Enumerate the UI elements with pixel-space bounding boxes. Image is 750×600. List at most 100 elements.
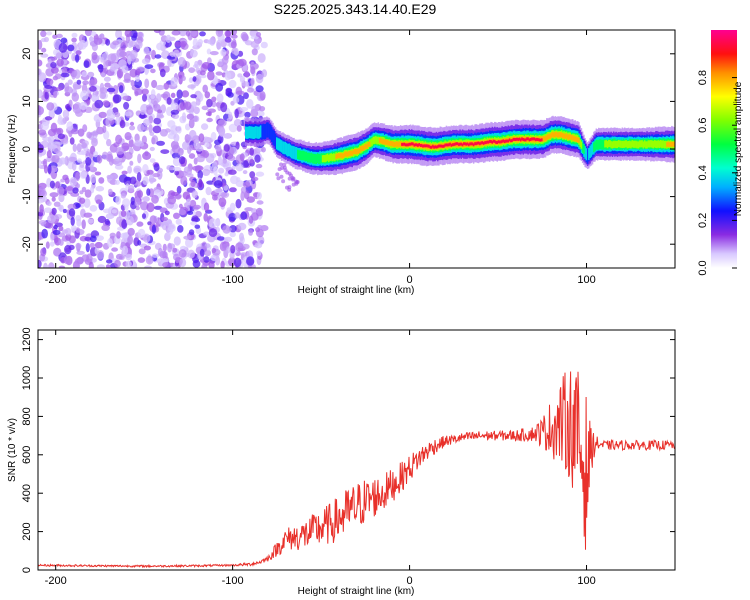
ridge-cell	[428, 144, 430, 148]
noise-blob	[234, 108, 239, 119]
ridge-cell	[619, 140, 621, 148]
noise-blob	[62, 174, 69, 181]
noise-blob	[223, 144, 230, 152]
tail-blob	[282, 165, 287, 170]
noise-blob	[75, 183, 81, 189]
ridge-cell	[549, 133, 552, 139]
ridge-cell	[258, 126, 261, 139]
noise-blob	[43, 158, 48, 168]
noise-blob	[108, 156, 114, 166]
signal-ridge	[245, 115, 675, 176]
noise-blob	[187, 249, 195, 259]
noise-blob	[128, 184, 135, 192]
ridge-cell	[636, 141, 638, 149]
noise-blob	[171, 144, 181, 154]
ridge-cell	[349, 150, 351, 156]
noise-blob	[104, 82, 111, 88]
ridge-cell	[356, 148, 358, 154]
noise-blob	[250, 77, 255, 86]
ridge-cell	[647, 140, 650, 148]
noise-blob	[230, 30, 237, 36]
noise-blob	[250, 66, 256, 75]
ridge-cell	[489, 139, 491, 143]
ridge-cell	[590, 144, 593, 157]
ridge-cell	[289, 144, 292, 158]
ridge-cell	[641, 140, 643, 148]
ridge-cell	[313, 153, 315, 164]
colorbar-tick-label: 0.8	[697, 70, 709, 85]
noise-blob	[188, 118, 195, 129]
noise-blob	[137, 153, 142, 164]
noise-blob	[136, 68, 141, 75]
noise-blob	[199, 248, 205, 257]
noise-blob	[134, 197, 141, 207]
noise-blob	[116, 231, 121, 239]
ridge-cell	[468, 143, 470, 147]
noise-blob	[154, 54, 162, 59]
spectrogram-ytick-label: -20	[21, 236, 33, 252]
ridge-cell	[251, 126, 253, 139]
noise-blob	[251, 48, 258, 56]
noise-blob	[113, 94, 122, 104]
ridge-cell	[454, 142, 456, 146]
noise-blob	[54, 73, 62, 80]
noise-blob	[127, 165, 132, 174]
noise-blob	[65, 104, 71, 110]
noise-blob	[87, 71, 95, 78]
ridge-cell	[599, 139, 601, 149]
noise-blob	[235, 242, 244, 252]
noise-blob	[81, 254, 90, 262]
noise-blob	[228, 79, 237, 89]
noise-blob	[81, 142, 87, 149]
noise-blob	[106, 111, 116, 121]
noise-blob	[107, 53, 117, 62]
ridge-cell	[443, 144, 445, 148]
noise-blob	[178, 74, 183, 85]
noise-blob	[100, 72, 106, 78]
ridge-cell	[272, 129, 274, 145]
noise-blob	[137, 240, 142, 246]
noise-blob	[87, 218, 94, 224]
noise-blob	[146, 50, 153, 56]
noise-blob	[199, 70, 206, 76]
noise-blob	[46, 150, 52, 159]
ridge-cell	[595, 139, 598, 150]
ridge-cell	[527, 137, 529, 141]
noise-blob	[71, 161, 77, 171]
noise-blob	[164, 128, 171, 133]
noise-blob	[180, 101, 186, 111]
noise-blob	[46, 102, 55, 111]
ridge-cell	[606, 141, 609, 149]
snr-ytick-label: 800	[21, 407, 33, 425]
ridge-cell	[546, 134, 548, 141]
noise-blob	[230, 244, 236, 254]
noise-blob	[58, 157, 67, 165]
ridge-cell	[547, 134, 549, 140]
ridge-cell	[354, 149, 356, 155]
colorbar: 0.0 0.2 0.4 0.6 0.8 Normalized spectral ampl…	[697, 30, 744, 276]
ridge-cell	[539, 138, 542, 142]
noise-blob	[179, 40, 187, 48]
noise-blob	[136, 221, 144, 227]
noise-blob	[115, 147, 125, 155]
noise-blob	[128, 40, 137, 48]
noise-blob	[156, 114, 165, 119]
noise-blob	[156, 140, 166, 146]
ridge-cell	[276, 137, 278, 150]
noise-blob	[226, 227, 232, 232]
noise-blob	[143, 126, 149, 131]
noise-blob	[118, 174, 128, 183]
ridge-cell	[534, 138, 537, 142]
noise-blob	[196, 155, 205, 163]
noise-blob	[202, 168, 211, 176]
ridge-cell	[673, 141, 675, 147]
noise-blob	[228, 123, 238, 133]
ridge-cell	[594, 141, 596, 151]
noise-blob	[71, 52, 76, 62]
noise-blob	[233, 257, 242, 268]
ridge-cell	[605, 140, 607, 148]
noise-blob	[91, 95, 98, 101]
noise-blob	[114, 259, 121, 268]
ridge-cell	[308, 152, 310, 163]
ridge-cell	[669, 141, 672, 147]
